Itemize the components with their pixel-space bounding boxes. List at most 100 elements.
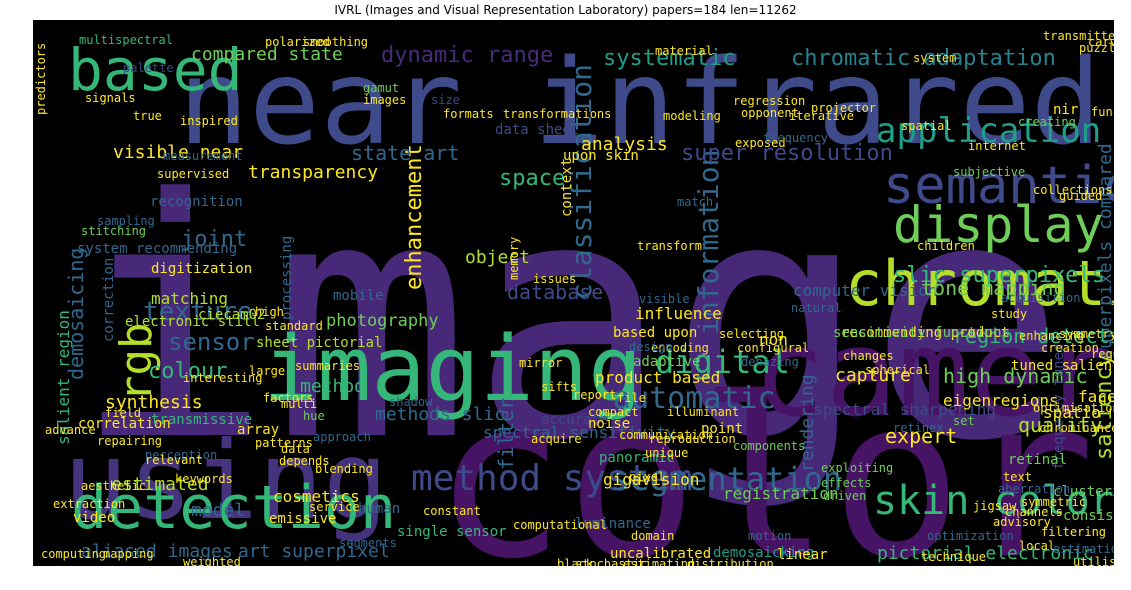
cloud-word: salient region <box>54 310 73 445</box>
cloud-word: model <box>191 500 245 521</box>
cloud-word: capture <box>835 365 911 386</box>
cloud-word: sampling <box>97 214 155 228</box>
cloud-word: superpixels compared <box>1095 143 1114 360</box>
cloud-word: system recommending <box>77 241 237 257</box>
cloud-word: match <box>677 195 713 209</box>
cloud-word: compared state <box>191 44 343 65</box>
cloud-word: file <box>617 391 646 405</box>
cloud-word: puzzles <box>1079 41 1114 55</box>
cloud-word: technique <box>921 550 986 564</box>
cloud-word: automatic <box>613 381 776 416</box>
cloud-word: demosaicking <box>713 545 814 561</box>
cloud-word: retinal <box>1008 452 1067 468</box>
cloud-word: natural <box>791 301 842 315</box>
cloud-word: context <box>559 158 575 217</box>
cloud-word: photography <box>326 311 439 331</box>
cloud-word: image <box>73 129 1066 513</box>
cloud-word: near infrared <box>178 33 1102 171</box>
cloud-word: shadow <box>389 395 433 409</box>
cloud-word: large <box>249 364 285 378</box>
cloud-word: illuminant <box>667 405 739 419</box>
cloud-word: clustering <box>1053 484 1114 500</box>
cloud-word: application <box>876 111 1101 151</box>
cloud-word: systematic <box>603 46 735 71</box>
cloud-word: human <box>358 501 400 517</box>
cloud-word: sifts <box>541 380 577 394</box>
cloud-word: chromatic adaptation <box>791 46 1056 71</box>
cloud-word: text <box>1003 470 1032 484</box>
cloud-word: frequency tuned <box>1051 344 1067 470</box>
cloud-word: repairing <box>97 434 162 448</box>
cloud-word: recognition <box>150 194 243 210</box>
cloud-word: system <box>913 51 956 65</box>
cloud-word: expert <box>885 424 957 448</box>
cloud-word: aberration <box>998 482 1070 496</box>
cloud-word: detection <box>71 473 396 543</box>
cloud-word: quality <box>1018 413 1102 437</box>
cloud-word: changes <box>843 349 894 363</box>
cloud-word: material <box>655 44 713 58</box>
cloud-word: signals <box>85 91 136 105</box>
cloud-word: estimated <box>111 474 209 495</box>
cloud-word: spatio <box>1043 403 1101 422</box>
cloud-word: exploiting <box>821 461 893 475</box>
cloud-word: local <box>1019 539 1055 553</box>
cloud-word: configural <box>737 341 809 355</box>
cloud-word: subjective <box>953 165 1025 179</box>
cloud-word: classification <box>565 64 598 300</box>
cloud-word: computer vision <box>793 281 938 300</box>
cloud-word: computational <box>513 518 607 532</box>
cloud-word: dynamic range <box>381 43 553 68</box>
cloud-word: extraction <box>53 497 125 511</box>
cloud-word: recommending product <box>841 325 1010 341</box>
cloud-word: selecting <box>719 327 784 341</box>
cloud-word: stochastic <box>575 557 647 566</box>
cloud-word: weighted <box>183 555 241 566</box>
cloud-word: art superpixel <box>238 541 390 562</box>
cloud-word: mirror <box>519 356 562 370</box>
cloud-word: synthesis <box>105 392 203 413</box>
cloud-word: method <box>300 376 365 397</box>
cloud-word: cosmetics <box>273 487 360 506</box>
cloud-word: aesthetic <box>81 479 146 493</box>
cloud-word: stitching <box>81 224 146 238</box>
cloud-word: symmetric <box>1021 495 1086 509</box>
cloud-word: upon skin <box>563 148 639 164</box>
cloud-word: tuned salient <box>1011 358 1114 374</box>
cloud-word: rgb <box>111 323 162 402</box>
cloud-word: creating <box>1018 115 1076 129</box>
cloud-word: spectral sensitivity <box>483 423 676 442</box>
cloud-word: face <box>1078 387 1114 406</box>
cloud-word: object <box>465 247 530 268</box>
cloud-word: region detection <box>953 324 1114 348</box>
cloud-word: estimating <box>623 557 695 566</box>
cloud-word: segments <box>339 536 397 550</box>
cloud-word: multi <box>281 397 317 411</box>
cloud-word: transmitted <box>1043 29 1114 43</box>
cloud-word: uncalibrated <box>610 546 711 562</box>
cloud-word: multispectral <box>79 33 173 47</box>
cloud-word: effects <box>821 476 872 490</box>
cloud-word: channels <box>1005 505 1063 519</box>
cloud-word: advisory <box>993 515 1051 529</box>
cloud-word: size <box>431 93 460 107</box>
cloud-word: nir <box>1053 102 1078 118</box>
cloud-word: depends <box>279 454 330 468</box>
cloud-word: transform <box>637 239 702 253</box>
cloud-word: patterns <box>255 436 313 450</box>
cloud-word: ciecam02 <box>198 307 265 323</box>
cloud-word: analysis <box>581 134 668 155</box>
cloud-word: hue <box>303 409 325 423</box>
cloud-word: spatial <box>901 119 952 133</box>
cloud-word: frequency <box>763 131 828 145</box>
cloud-word: palette <box>123 61 174 75</box>
cloud-word: memory <box>507 237 521 280</box>
cloud-word: luminance <box>575 516 651 532</box>
cloud-word: function <box>1091 105 1114 119</box>
cloud-word: summaries <box>295 359 360 373</box>
cloud-word: digital <box>655 343 790 381</box>
cloud-word: acquisition <box>1001 291 1080 305</box>
cloud-word: array <box>237 422 279 438</box>
cloud-word: field <box>105 406 141 420</box>
